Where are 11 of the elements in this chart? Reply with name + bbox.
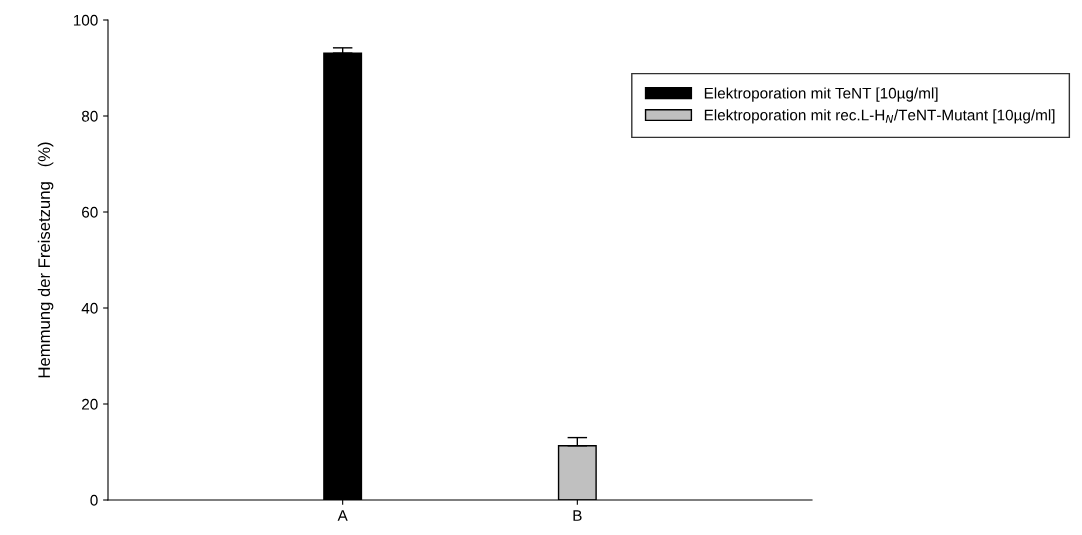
y-tick-label: 100: [73, 14, 98, 26]
y-tick-label: 40: [81, 302, 98, 314]
y-tick-label: 60: [82, 206, 98, 218]
y-tick-label: 0: [90, 494, 98, 506]
legend-label: Elektroporation mit rec.L-H$_{N}$/TeNT-Mutant [10µg/ml]: [704, 109, 1055, 124]
legend-label: Elektroporation mit TeNT [10µg/ml]: [704, 87, 938, 102]
y-tick-label: 20: [82, 398, 98, 410]
y-axis-title: Hemmung der Freisetzung (%): [37, 142, 54, 378]
x-tick-label: A: [337, 510, 348, 521]
x-tick-label: B: [573, 510, 582, 521]
y-tick-label: 80: [81, 110, 98, 122]
